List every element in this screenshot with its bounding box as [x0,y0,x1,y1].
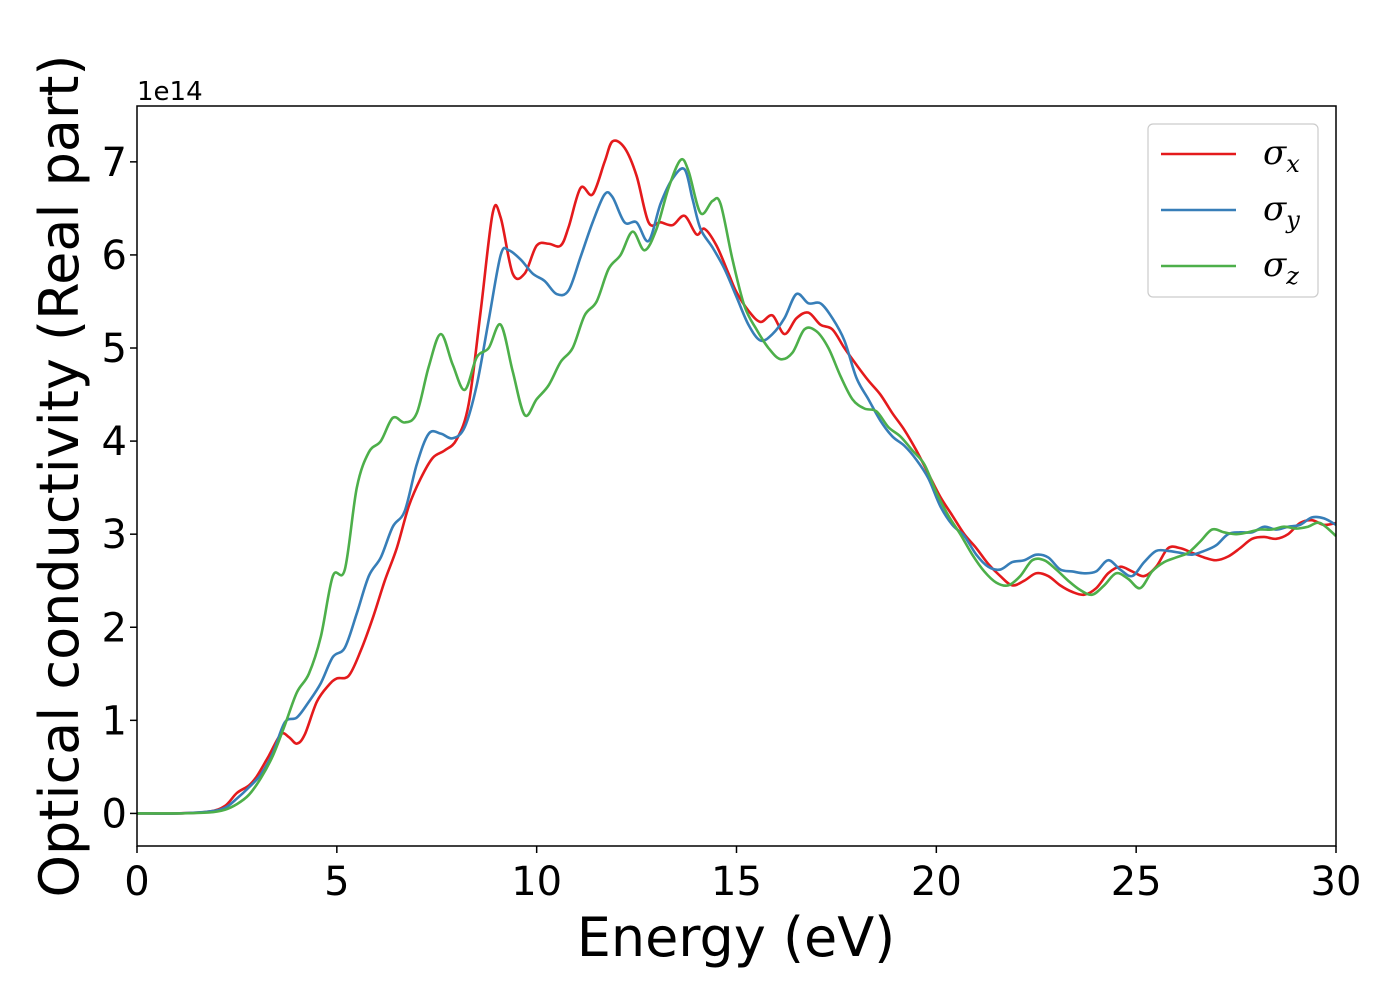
series-line-sigma-y [136,167,1337,815]
x-tick-label: 15 [711,859,762,905]
y-axis-label: Optical conductivity (Real part) [28,55,91,898]
legend-label-sigma-x: σx [1263,133,1300,178]
legend-label-sigma-z: σz [1263,245,1299,290]
legend-label-sigma-y: σy [1263,189,1300,234]
series-line-sigma-x [136,139,1337,815]
x-axis-ticks: 0 5 10 15 20 25 30 [124,846,1361,905]
x-tick-label: 20 [911,859,962,905]
y-tick-label: 4 [102,419,127,465]
x-tick-label: 0 [124,859,149,905]
x-tick-label: 30 [1311,859,1362,905]
y-tick-label: 5 [102,326,127,372]
y-offset-label: 1e14 [137,77,203,107]
y-tick-label: 0 [102,791,127,837]
x-tick-label: 5 [324,859,349,905]
x-axis-label: Energy (eV) [577,906,896,969]
x-tick-label: 10 [511,859,562,905]
legend: σx σy σz [1147,123,1319,298]
y-tick-label: 6 [102,233,127,279]
y-tick-label: 1 [102,698,127,744]
series-layer [136,139,1337,815]
x-tick-label: 25 [1111,859,1162,905]
series-line-sigma-z [136,158,1337,815]
y-tick-label: 3 [102,512,127,558]
y-axis-ticks: 0 1 2 3 4 5 6 7 [102,140,137,837]
y-tick-label: 2 [102,605,127,651]
plot-background [137,106,1336,846]
y-tick-label: 7 [102,140,127,186]
